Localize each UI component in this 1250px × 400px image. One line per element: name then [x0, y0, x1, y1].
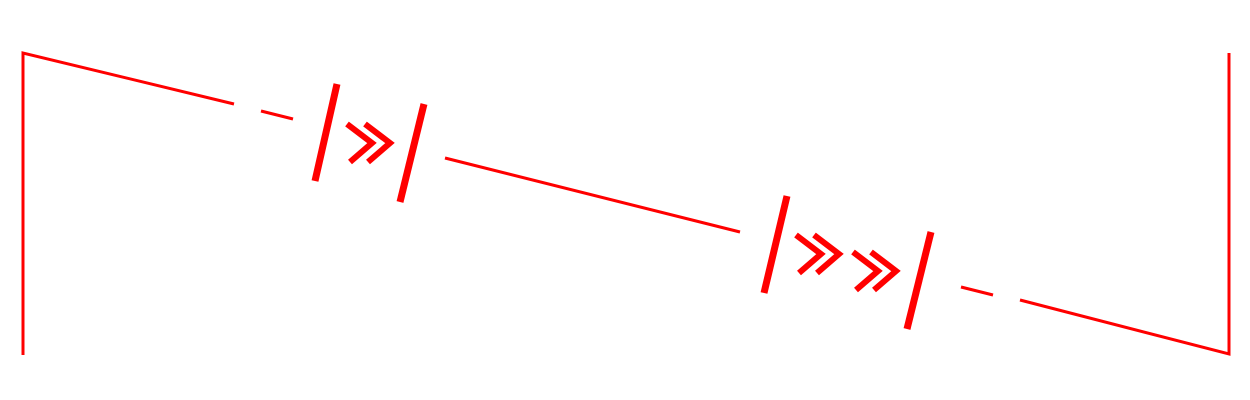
right-border-line: [1019, 53, 1231, 356]
marker-bar-right: [396, 103, 428, 203]
dash-segment: [960, 285, 994, 297]
left-border-line: [21, 51, 235, 355]
marker-bar-right: [903, 231, 935, 330]
double-angle-right-icon: [345, 121, 395, 165]
marker-bar-left: [760, 195, 791, 294]
single-chevron-marker: [311, 83, 428, 203]
double-chevron-marker: [760, 195, 935, 330]
dash-segment: [260, 109, 294, 121]
double-angle-right-icon: [794, 232, 844, 276]
double-angle-right-icon: [851, 249, 901, 293]
marker-bar-left: [311, 83, 341, 182]
connector-line: [444, 156, 741, 234]
